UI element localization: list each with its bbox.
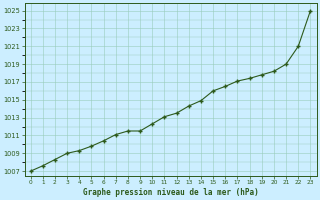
X-axis label: Graphe pression niveau de la mer (hPa): Graphe pression niveau de la mer (hPa)	[83, 188, 258, 197]
